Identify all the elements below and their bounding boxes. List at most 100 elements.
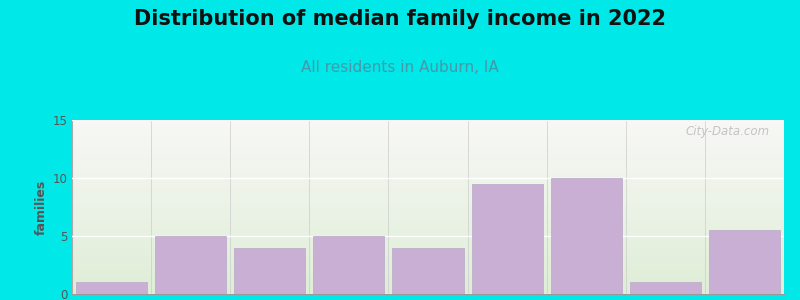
Bar	[72, 130, 784, 131]
Bar	[72, 280, 784, 281]
Bar	[72, 152, 784, 153]
Bar	[72, 244, 784, 245]
Bar	[72, 257, 784, 258]
Bar	[72, 154, 784, 155]
Bar	[72, 188, 784, 189]
Bar	[72, 160, 784, 161]
Bar	[72, 123, 784, 124]
Bar	[72, 255, 784, 256]
Bar	[72, 207, 784, 208]
Bar	[72, 206, 784, 207]
Bar	[72, 203, 784, 204]
Bar	[72, 258, 784, 259]
Bar	[72, 163, 784, 164]
Bar	[72, 153, 784, 154]
Bar	[72, 146, 784, 147]
Bar	[72, 132, 784, 133]
Bar	[72, 121, 784, 122]
Bar	[72, 247, 784, 248]
Bar	[72, 265, 784, 266]
Bar	[72, 149, 784, 150]
Bar	[72, 270, 784, 271]
Bar	[72, 120, 784, 121]
Bar	[72, 139, 784, 140]
Bar	[72, 237, 784, 238]
Bar	[72, 164, 784, 165]
Bar	[72, 185, 784, 186]
Bar	[72, 133, 784, 134]
Bar	[72, 186, 784, 187]
Bar	[72, 251, 784, 252]
Bar	[72, 289, 784, 290]
Bar	[72, 135, 784, 136]
Bar	[72, 184, 784, 185]
Bar	[72, 155, 784, 156]
Bar	[709, 230, 780, 294]
Bar	[72, 142, 784, 143]
Bar	[72, 276, 784, 277]
Bar	[72, 143, 784, 144]
Bar	[72, 151, 784, 152]
Bar	[72, 170, 784, 171]
Bar	[72, 172, 784, 173]
Bar	[72, 253, 784, 254]
Bar	[72, 190, 784, 191]
Bar	[72, 136, 784, 137]
Bar	[72, 224, 784, 225]
Bar	[72, 248, 784, 249]
Bar	[72, 144, 784, 145]
Bar	[72, 191, 784, 192]
Bar	[72, 124, 784, 125]
Bar	[72, 162, 784, 163]
Bar	[72, 201, 784, 202]
Text: All residents in Auburn, IA: All residents in Auburn, IA	[301, 60, 499, 75]
Bar	[72, 225, 784, 226]
Bar	[72, 242, 784, 243]
Bar	[72, 159, 784, 160]
Bar	[72, 134, 784, 135]
Bar	[72, 198, 784, 199]
Bar	[72, 267, 784, 268]
Bar	[72, 260, 784, 261]
Bar	[72, 166, 784, 167]
Bar	[72, 238, 784, 239]
Bar	[72, 148, 784, 149]
Bar	[630, 282, 701, 294]
Bar	[72, 281, 784, 282]
Bar	[155, 236, 226, 294]
Bar	[550, 178, 622, 294]
Bar	[72, 221, 784, 222]
Bar	[72, 263, 784, 264]
Bar	[72, 230, 784, 231]
Bar	[72, 261, 784, 262]
Bar	[72, 176, 784, 177]
Bar	[72, 292, 784, 293]
Bar	[72, 262, 784, 263]
Bar	[72, 291, 784, 292]
Bar	[72, 249, 784, 250]
Bar	[72, 243, 784, 244]
Bar	[72, 180, 784, 181]
Bar	[72, 141, 784, 142]
Bar	[72, 161, 784, 162]
Bar	[72, 279, 784, 280]
Bar	[72, 165, 784, 166]
Bar	[72, 232, 784, 233]
Bar	[72, 195, 784, 196]
Text: Distribution of median family income in 2022: Distribution of median family income in …	[134, 9, 666, 29]
Bar	[72, 168, 784, 169]
Bar	[72, 197, 784, 198]
Bar	[72, 274, 784, 275]
Bar	[72, 213, 784, 214]
Bar	[72, 212, 784, 213]
Bar	[72, 209, 784, 210]
Bar	[72, 122, 784, 123]
Bar	[72, 271, 784, 272]
Bar	[72, 284, 784, 285]
Bar	[72, 226, 784, 227]
Bar	[72, 282, 784, 283]
Bar	[72, 239, 784, 240]
Bar	[72, 214, 784, 215]
Bar	[72, 269, 784, 270]
Bar	[72, 222, 784, 223]
